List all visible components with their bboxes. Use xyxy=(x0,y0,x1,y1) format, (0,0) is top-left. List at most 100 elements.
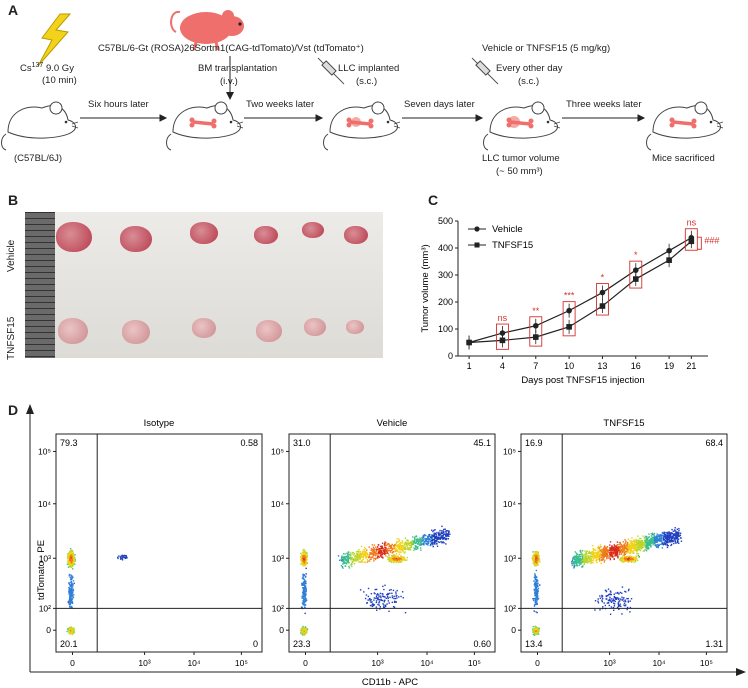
flow-plot-tnfsf15: TNFSF15 16.9 68.4 13.4 1.31 0 10² 10³ 10⁴ 10⁵ 0 10³… xyxy=(503,418,728,668)
y-tick-label: 10³ xyxy=(39,553,51,563)
bm-route: (i.v.) xyxy=(220,76,238,87)
legend-marker-vehicle xyxy=(474,226,480,232)
flow-plot-isotype: Isotype 79.3 0.58 20.1 0 0 10² 10³ 10⁴ 10⁵ 0 10³ 10⁴… xyxy=(38,418,263,668)
y-tick-label: 200 xyxy=(438,297,453,307)
point-tnfsf15 xyxy=(632,276,639,282)
row-label-vehicle: Vehicle xyxy=(6,239,17,272)
y-axis-label: Tumor volume (mm³) xyxy=(420,244,431,332)
y-axis-label: tdTomato - PE xyxy=(36,540,47,600)
x-tick-label: 10⁴ xyxy=(187,658,200,668)
tumor-tnfsf15 xyxy=(304,318,326,336)
tumor-vehicle xyxy=(56,222,92,252)
quadrant-ul: 16.9 xyxy=(525,438,543,448)
tumor-vehicle xyxy=(344,226,368,244)
point-tnfsf15 xyxy=(532,334,539,340)
bm-transplant: BM transplantation xyxy=(198,63,278,74)
point-tnfsf15 xyxy=(688,238,695,245)
significance-box xyxy=(562,301,576,337)
quadrant-ur: 0.58 xyxy=(240,438,258,448)
significance-label: ** xyxy=(532,306,540,316)
x-tick-label: 7 xyxy=(533,361,538,371)
x-axis-label: Days post TNFSF15 injection xyxy=(521,375,644,386)
y-arrow xyxy=(26,404,34,414)
mouse-row xyxy=(1,101,724,151)
y-tick-label: 10⁴ xyxy=(271,499,284,509)
point-vehicle xyxy=(632,267,639,273)
significance-box xyxy=(684,228,698,251)
quadrant-ur: 45.1 xyxy=(473,438,491,448)
quadrant-ll: 23.3 xyxy=(293,639,311,649)
treatment-route: (s.c.) xyxy=(518,76,540,87)
x-tick-label: 10³ xyxy=(603,658,615,668)
treatment-freq: Every other day xyxy=(496,63,563,74)
x-tick-label: 10⁴ xyxy=(652,658,665,668)
x-tick-label: 0 xyxy=(303,658,308,668)
tumor-tnfsf15 xyxy=(58,318,88,344)
point-vehicle xyxy=(666,247,672,254)
tumor-vehicle xyxy=(254,226,278,244)
panel-label-b: B xyxy=(8,192,19,208)
y-tick-label: 10⁵ xyxy=(38,446,51,456)
plot-frame xyxy=(520,433,728,653)
legend-marker-tnfsf15 xyxy=(474,242,480,248)
x-tick-label: 16 xyxy=(631,361,641,371)
flow-cytometry-figure: CD11b - APC tdTomato - PE Isotype 79.3 0.58 2… xyxy=(26,404,746,688)
tumor-vehicle xyxy=(190,222,218,244)
recipient-label: (C57BL/6J) xyxy=(14,153,63,164)
point-tnfsf15 xyxy=(466,339,472,346)
quadrant-lr: 0 xyxy=(253,639,258,649)
y-tick-label: 0 xyxy=(448,351,453,361)
x-tick-label: 10⁵ xyxy=(468,658,481,668)
quadrant-ul: 31.0 xyxy=(293,438,311,448)
panel-label-c: C xyxy=(428,192,439,208)
significance-box xyxy=(529,316,543,347)
step-two-weeks: Two weeks later xyxy=(246,99,315,110)
x-arrow xyxy=(736,668,746,676)
x-tick-label: 0 xyxy=(535,658,540,668)
irradiation-time: (10 min) xyxy=(42,75,77,86)
quadrant-ur: 68.4 xyxy=(705,438,723,448)
significance-box xyxy=(629,260,643,289)
y-tick-label: 0 xyxy=(511,625,516,635)
tumor-volume-value: (~ 50 mm³) xyxy=(496,166,543,177)
y-tick-label: 400 xyxy=(438,243,453,253)
step-seven-days: Seven days later xyxy=(404,99,475,110)
step-three-weeks: Three weeks later xyxy=(566,99,642,110)
x-tick-label: 0 xyxy=(70,658,75,668)
legend-label-tnfsf15: TNFSF15 xyxy=(492,240,533,251)
x-tick-label: 10³ xyxy=(138,658,150,668)
step-six-hours: Six hours later xyxy=(88,99,149,110)
x-tick-label: 21 xyxy=(686,361,696,371)
y-tick-label: 500 xyxy=(438,216,453,226)
significance-label: * xyxy=(601,273,605,283)
point-vehicle xyxy=(599,289,606,296)
y-tick-label: 10² xyxy=(272,603,284,613)
y-tick-label: 100 xyxy=(438,324,453,334)
syringe-icon xyxy=(317,57,345,85)
tumor-tnfsf15 xyxy=(346,320,364,334)
y-tick-label: 300 xyxy=(438,270,453,280)
x-tick-label: 10⁵ xyxy=(235,658,248,668)
significance-label: * xyxy=(634,250,638,260)
point-tnfsf15 xyxy=(499,337,506,344)
quadrant-ll: 13.4 xyxy=(525,639,543,649)
treatment-label: Vehicle or TNFSF15 (5 mg/kg) xyxy=(482,43,611,54)
syringe-icon-2 xyxy=(471,57,499,85)
x-tick-label: 10³ xyxy=(371,658,383,668)
x-tick-label: 13 xyxy=(597,361,607,371)
plot-title: Isotype xyxy=(144,418,175,429)
flow-plot-vehicle: Vehicle 31.0 45.1 23.3 0.60 0 10² 10³ 10⁴ 10⁵ 0 10³… xyxy=(271,418,496,668)
quadrant-lr: 1.31 xyxy=(705,639,723,649)
quadrant-lr: 0.60 xyxy=(473,639,491,649)
point-tnfsf15 xyxy=(566,324,572,330)
donor-mouse-icon xyxy=(170,10,244,51)
point-vehicle xyxy=(499,330,506,336)
plot-frame xyxy=(288,433,496,653)
x-tick-label: 4 xyxy=(500,361,505,371)
x-tick-label: 1 xyxy=(467,361,472,371)
event-dots xyxy=(66,547,128,636)
y-tick-label: 10² xyxy=(39,603,51,613)
event-dots xyxy=(531,527,683,636)
x-axis-label: CD11b - APC xyxy=(362,677,418,688)
legend-label-vehicle: Vehicle xyxy=(492,224,523,235)
